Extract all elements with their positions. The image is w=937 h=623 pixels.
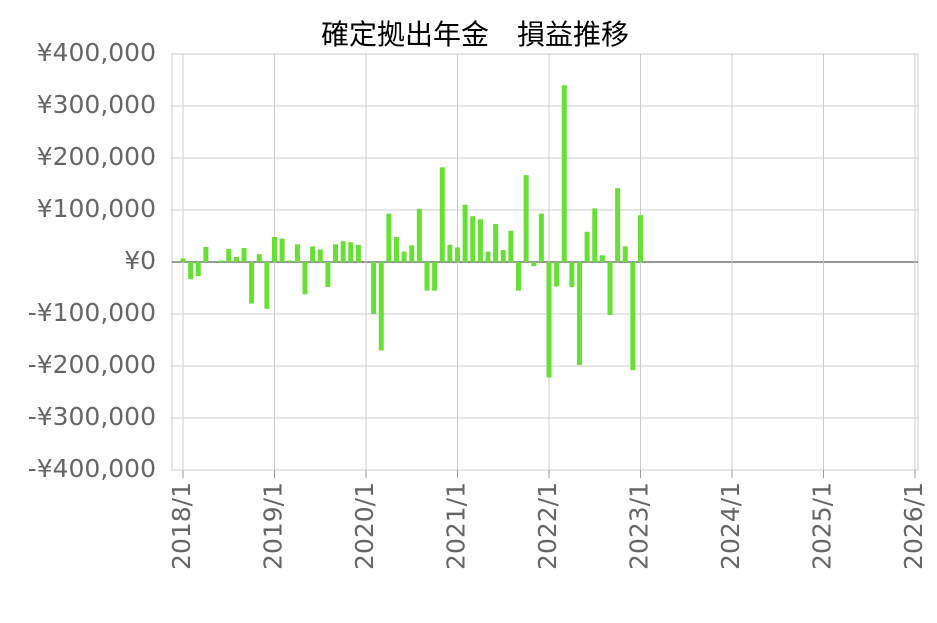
bar <box>317 249 323 262</box>
bar <box>485 251 491 262</box>
bar <box>462 204 468 262</box>
x-tick-label: 2024/1 <box>716 482 745 570</box>
bar <box>394 237 399 262</box>
bar <box>218 260 224 262</box>
bar <box>294 244 300 262</box>
bar <box>241 247 247 262</box>
bar <box>272 237 277 262</box>
bar <box>516 262 521 291</box>
bar <box>592 208 598 262</box>
bar <box>607 262 613 316</box>
bar <box>233 256 239 262</box>
y-tick-label: ¥400,000 <box>37 38 156 67</box>
chart-title: 確定拠出年金 損益推移 <box>321 18 629 51</box>
bar <box>340 241 346 262</box>
bar <box>554 262 560 287</box>
x-tick-label: 2020/1 <box>350 482 379 570</box>
bar <box>378 262 384 351</box>
x-tick-label: 2026/1 <box>899 482 928 570</box>
bar <box>325 262 331 287</box>
bar <box>531 262 537 267</box>
y-tick-label: -¥100,000 <box>28 298 156 327</box>
y-tick-label: ¥0 <box>124 246 156 275</box>
x-tick-label: 2023/1 <box>625 482 654 570</box>
bar <box>493 224 499 262</box>
bar <box>256 254 262 262</box>
bar <box>477 219 483 262</box>
bar <box>508 230 514 262</box>
y-tick-label: -¥300,000 <box>28 402 156 431</box>
x-tick-label: 2025/1 <box>808 482 837 570</box>
bar <box>599 255 605 262</box>
bar <box>523 175 529 262</box>
bar <box>615 188 621 262</box>
bar <box>203 246 209 262</box>
x-tick-label: 2021/1 <box>442 482 471 570</box>
x-tick-label: 2022/1 <box>533 482 562 570</box>
bar <box>310 246 316 262</box>
bar <box>622 246 628 262</box>
bar <box>470 216 476 262</box>
bar <box>409 245 415 262</box>
bar <box>287 260 293 262</box>
y-tick-label: ¥100,000 <box>37 194 156 223</box>
bar <box>638 215 643 262</box>
x-tick-label: 2019/1 <box>259 482 288 570</box>
bar <box>249 262 255 304</box>
bar <box>538 213 544 262</box>
bar <box>188 262 194 280</box>
y-tick-label: ¥300,000 <box>37 90 156 119</box>
y-tick-label: -¥200,000 <box>28 350 156 379</box>
bar <box>226 249 232 262</box>
bar <box>455 247 460 262</box>
y-tick-label: ¥200,000 <box>37 142 156 171</box>
bar <box>424 262 430 291</box>
bar <box>569 262 575 287</box>
bar <box>630 262 636 371</box>
bar <box>432 262 438 291</box>
bar <box>561 85 567 262</box>
bar <box>401 251 407 262</box>
bar <box>386 213 392 262</box>
bar <box>500 250 506 262</box>
bar <box>264 262 270 309</box>
bar <box>546 262 552 378</box>
bar <box>416 208 422 262</box>
bar <box>447 244 453 262</box>
bar <box>180 258 186 262</box>
bar <box>302 262 308 295</box>
bar <box>333 244 338 262</box>
bar <box>577 262 582 365</box>
bar <box>195 262 201 277</box>
bar <box>348 242 354 262</box>
bar <box>439 167 445 262</box>
bar <box>584 231 590 262</box>
y-tick-label: -¥400,000 <box>28 454 156 483</box>
bar <box>279 238 285 262</box>
bar <box>355 244 361 262</box>
x-tick-label: 2018/1 <box>167 482 196 570</box>
bar <box>371 262 377 314</box>
